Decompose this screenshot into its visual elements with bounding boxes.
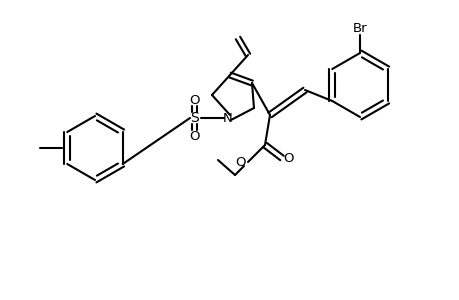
Text: Br: Br [352,22,367,34]
Text: O: O [190,130,200,142]
Text: O: O [283,152,294,164]
Text: O: O [235,155,246,169]
Text: O: O [190,94,200,106]
Text: S: S [190,111,199,125]
Text: N: N [223,112,232,124]
